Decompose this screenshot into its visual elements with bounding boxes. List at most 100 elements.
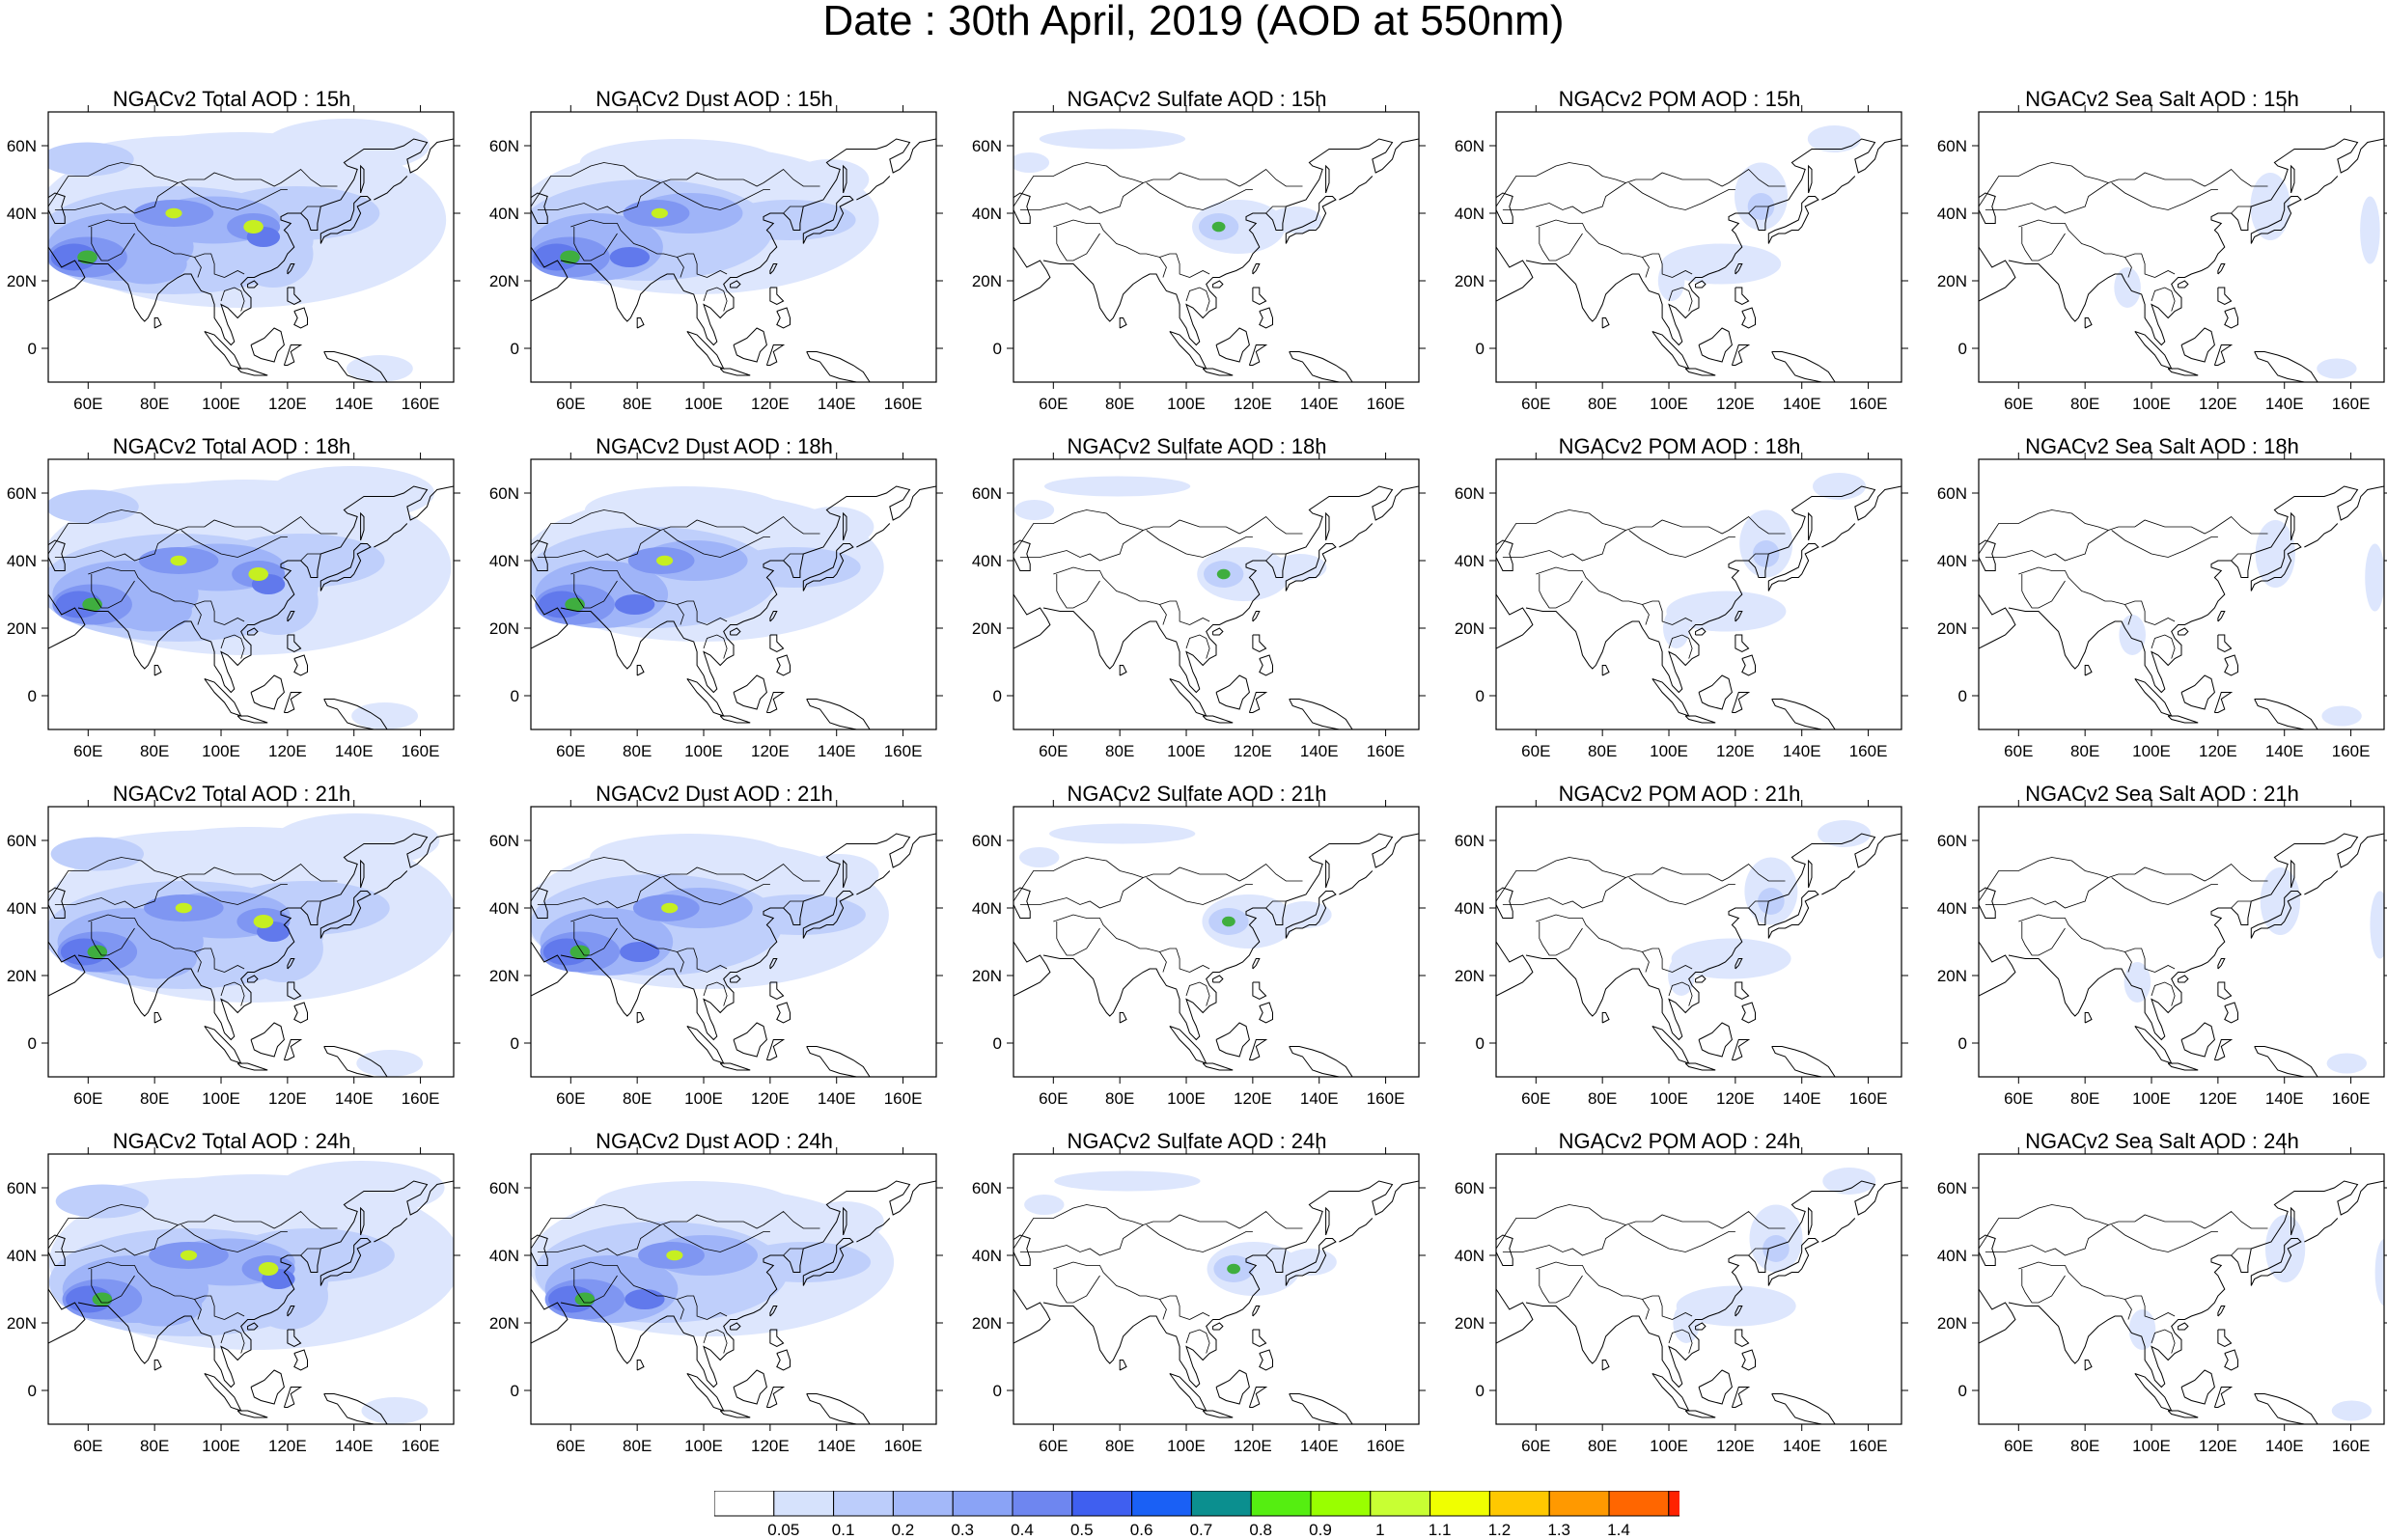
lat-tick-label: 40N [1455,899,1485,918]
lat-tick-label: 0 [1958,1034,1967,1053]
lat-tick-label: 40N [1455,1247,1485,1265]
aod-blob [50,837,144,871]
lat-tick-label: 40N [7,899,37,918]
lon-tick-label: 140E [335,742,374,760]
plot-frame [1013,111,1420,383]
aod-field [1013,476,1327,601]
aod-blob [579,139,780,186]
colorbar-swatch [892,1491,954,1517]
panel-title: NGACv2 Total AOD : 18h [112,434,351,458]
lon-tick-label: 140E [818,742,856,760]
lat-tick-label: 0 [28,340,37,358]
coastlines [1979,485,2384,729]
lon-tick-label: 80E [2070,1089,2099,1108]
aod-blob [1222,916,1235,927]
aod-blob [722,200,856,240]
lon-tick-label: 160E [1367,1437,1405,1455]
aod-blob [92,1292,113,1306]
lat-tick-label: 60N [489,484,519,503]
map-plot: 60E 80E 100E 120E 140E 160E 60N 40N 20N 0 [7,800,460,1108]
lon-tick-label: 160E [1367,742,1405,760]
lon-tick-label: 120E [751,742,790,760]
lon-tick-label: 80E [1588,1437,1617,1455]
aod-blob [560,250,580,264]
lat-tick-label: 0 [993,340,1002,358]
aod-blob [733,894,866,935]
lon-tick-label: 100E [684,742,723,760]
aod-blob [64,135,330,190]
map-panel: NGACv2 Dust AOD : 15h 60E 80E 100E 120E 140E 1… [483,87,965,434]
aod-blob [2360,196,2380,264]
lon-tick-label: 120E [2199,742,2237,760]
lat-tick-label: 40N [489,1247,519,1265]
map-plot: 60E 80E 100E 120E 140E 160E 60N 40N 20N 0 [1937,1147,2387,1455]
lon-tick-label: 60E [1521,1437,1550,1455]
aod-blob [804,1201,884,1242]
lon-tick-label: 160E [1849,742,1888,760]
lon-tick-label: 80E [623,1437,652,1455]
map-panel: NGACv2 POM AOD : 18h 60E 80E 100E 120E 140E 16… [1448,434,1930,782]
coastlines [1979,138,2384,382]
lon-tick-label: 60E [556,1437,585,1455]
aod-blob [590,834,790,881]
lon-tick-label: 140E [335,395,374,413]
aod-blob [1019,847,1060,867]
colorbar-swatch [1190,1491,1252,1517]
lat-tick-label: 20N [1455,1314,1485,1333]
aod-blob [170,555,187,566]
lat-tick-label: 40N [489,205,519,223]
colorbar-swatch [1131,1491,1192,1517]
aod-blob [737,1242,872,1282]
map-panel: NGACv2 Dust AOD : 21h 60E 80E 100E 120E 140E 1… [483,782,965,1129]
aod-blob [2114,267,2141,308]
lat-tick-label: 0 [1476,1382,1485,1400]
colorbar-swatch [1370,1491,1431,1517]
lon-tick-label: 160E [402,742,440,760]
aod-blob [1049,823,1196,844]
map-plot: 60E 80E 100E 120E 140E 160E 60N 40N 20N 0 [972,105,1426,413]
map-plot: 60E 80E 100E 120E 140E 160E 60N 40N 20N 0 [489,800,943,1108]
lat-tick-label: 40N [1937,1247,1967,1265]
aod-blob [1762,1235,1790,1262]
lat-tick-label: 0 [511,340,519,358]
lon-tick-label: 160E [884,742,923,760]
lon-tick-label: 140E [1783,395,1821,413]
aod-field [531,486,884,642]
map-plot: 60E 80E 100E 120E 140E 160E 60N 40N 20N 0 [1937,800,2387,1108]
aod-blob [2123,962,2151,1003]
plot-frame [530,458,937,730]
map-panel: NGACv2 Sulfate AOD : 15h 60E 80E 100E 120E 14… [965,87,1448,434]
lon-tick-label: 60E [73,1089,102,1108]
lat-tick-label: 40N [1455,205,1485,223]
aod-blob [180,1250,198,1261]
map-panel: NGACv2 Total AOD : 15h 60E 80E 100E 120E 140E… [0,87,483,434]
lon-tick-label: 100E [1167,742,1206,760]
map-panel: NGACv2 Sea Salt AOD : 15h 60E 80E 100E 120E 1… [1930,87,2387,434]
lon-tick-label: 140E [818,395,856,413]
aod-blob [1663,608,1690,648]
map-panel: NGACv2 POM AOD : 21h 60E 80E 100E 120E 140E 16… [1448,782,1930,1129]
lon-tick-label: 120E [751,1089,790,1108]
map-plot: 60E 80E 100E 120E 140E 160E 60N 40N 20N 0 [1455,105,1908,413]
colorbar-label: 1.2 [1488,1521,1512,1537]
coastlines [531,485,936,729]
lat-tick-label: 20N [972,967,1002,985]
aod-blob [2374,1238,2384,1306]
lon-tick-label: 140E [818,1089,856,1108]
lon-tick-label: 140E [2265,742,2304,760]
aod-blob [569,945,591,959]
lat-tick-label: 0 [28,1382,37,1400]
lat-tick-label: 0 [28,687,37,705]
aod-blob [107,243,187,285]
lat-tick-label: 0 [511,1034,519,1053]
aod-blob [361,1397,429,1424]
aod-blob [1822,1168,1876,1195]
lon-tick-label: 120E [1234,1437,1272,1455]
aod-blob [793,507,874,547]
colorbar-swatch [1608,1491,1670,1517]
lon-tick-label: 60E [1039,1089,1068,1108]
aod-blob [1039,128,1186,150]
panel-title: NGACv2 Total AOD : 24h [112,1129,351,1153]
lon-tick-label: 140E [2265,1437,2304,1455]
aod-field [2114,173,2380,379]
